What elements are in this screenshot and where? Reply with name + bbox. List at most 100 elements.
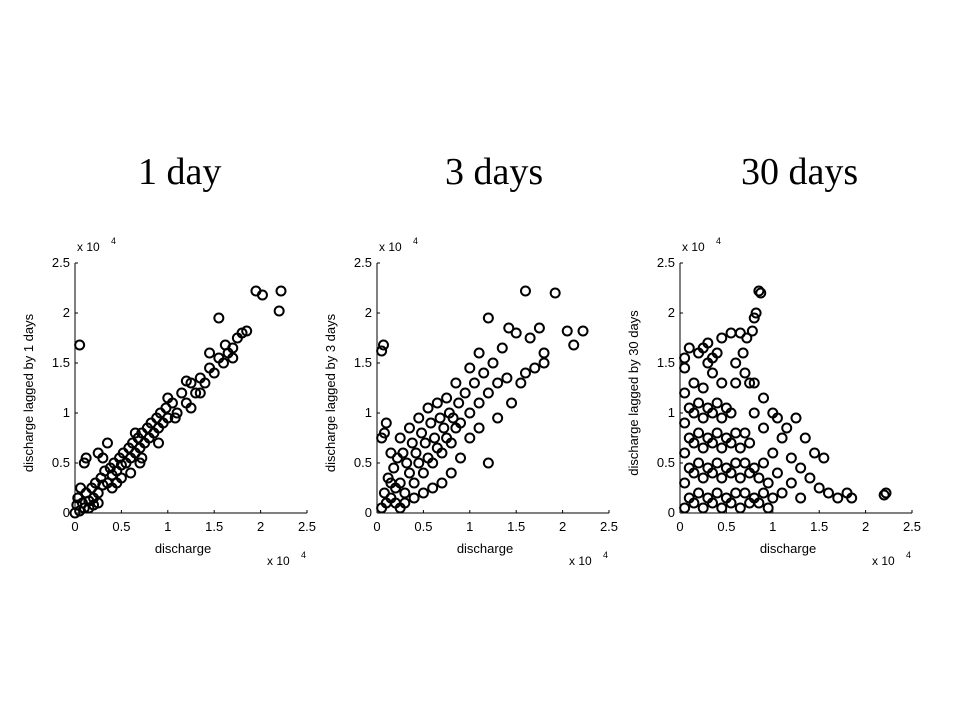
data-point: [762, 502, 774, 514]
data-point: [706, 407, 718, 419]
data-point: [795, 492, 807, 504]
data-point: [406, 437, 418, 449]
data-point: [524, 332, 536, 344]
y-exponent-label: x 10: [77, 240, 100, 254]
data-point: [376, 432, 388, 444]
data-point: [399, 487, 411, 499]
data-point: [417, 467, 429, 479]
data-point: [711, 397, 723, 409]
x-tick-label: 1: [466, 519, 473, 534]
data-point: [781, 422, 793, 434]
x-exponent-label: x 10: [872, 554, 895, 568]
data-point: [734, 442, 746, 454]
data-point: [408, 492, 420, 504]
data-point: [744, 437, 756, 449]
data-point: [767, 492, 779, 504]
data-point: [434, 412, 446, 424]
data-point: [455, 452, 467, 464]
y-tick-label: 2.5: [657, 255, 675, 270]
data-point: [744, 377, 756, 389]
x-tick-label: 1: [164, 519, 171, 534]
data-point: [473, 422, 485, 434]
x-tick-label: 2.5: [903, 519, 921, 534]
data-point: [429, 432, 441, 444]
data-point: [459, 387, 471, 399]
data-point: [748, 312, 760, 324]
y-axis-label: discharge lagged by 3 days: [323, 313, 338, 472]
data-point: [106, 482, 118, 494]
data-point: [725, 467, 737, 479]
y-tick-label: 1.5: [354, 355, 372, 370]
data-point: [496, 342, 508, 354]
data-point: [804, 472, 816, 484]
data-point: [241, 325, 253, 337]
y-tick-label: 1.5: [657, 355, 675, 370]
y-tick-label: 1.5: [52, 355, 70, 370]
y-tick-label: 0.5: [657, 455, 675, 470]
data-point: [878, 489, 890, 501]
data-point: [706, 437, 718, 449]
data-point: [431, 397, 443, 409]
data-point: [730, 427, 742, 439]
x-tick-label: 2.5: [600, 519, 618, 534]
data-point: [464, 407, 476, 419]
data-point: [746, 325, 758, 337]
data-point: [734, 472, 746, 484]
data-point: [408, 477, 420, 489]
panel-title-30-days: 30 days: [741, 151, 859, 193]
data-point: [730, 377, 742, 389]
data-point: [417, 487, 429, 499]
data-point: [519, 367, 531, 379]
data-point: [790, 412, 802, 424]
x-tick-label: 2: [257, 519, 264, 534]
data-point: [478, 367, 490, 379]
data-point: [693, 397, 705, 409]
data-point: [487, 357, 499, 369]
data-point: [832, 492, 844, 504]
x-tick-label: 1.5: [810, 519, 828, 534]
data-point: [688, 377, 700, 389]
data-point: [739, 457, 751, 469]
x-tick-label: 0.5: [717, 519, 735, 534]
data-point: [515, 377, 527, 389]
data-point: [185, 402, 197, 414]
data-point: [445, 467, 457, 479]
data-point: [693, 427, 705, 439]
y-exponent-power: 4: [413, 236, 418, 246]
data-point: [688, 497, 700, 509]
data-point: [438, 422, 450, 434]
data-point: [482, 312, 494, 324]
data-point: [125, 467, 137, 479]
data-point: [568, 339, 580, 351]
y-axis-label: discharge lagged by 30 days: [626, 310, 641, 476]
y-exponent-label: x 10: [379, 240, 402, 254]
data-point: [403, 467, 415, 479]
x-exponent-label: x 10: [569, 554, 592, 568]
data-point: [219, 339, 231, 351]
y-axis-label: discharge lagged by 1 days: [21, 313, 36, 472]
data-point: [697, 502, 709, 514]
data-point: [716, 332, 728, 344]
data-point: [795, 462, 807, 474]
data-point: [401, 457, 413, 469]
data-point: [445, 437, 457, 449]
data-point: [730, 357, 742, 369]
x-exponent-power: 4: [301, 550, 306, 560]
data-point: [679, 387, 691, 399]
data-point: [822, 487, 834, 499]
x-tick-label: 0: [676, 519, 683, 534]
data-point: [748, 407, 760, 419]
data-point: [538, 347, 550, 359]
data-point: [748, 377, 760, 389]
y-tick-label: 0: [365, 505, 372, 520]
data-point: [468, 377, 480, 389]
data-point: [538, 357, 550, 369]
panel-title-1-day: 1 day: [138, 151, 222, 193]
data-point: [464, 432, 476, 444]
data-point: [716, 412, 728, 424]
data-point: [78, 457, 90, 469]
data-point: [75, 482, 87, 494]
y-tick-label: 0: [668, 505, 675, 520]
data-point: [739, 487, 751, 499]
